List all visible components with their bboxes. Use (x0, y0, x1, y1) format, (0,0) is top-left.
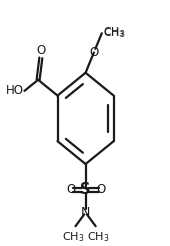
Text: O: O (36, 44, 45, 57)
Text: N: N (81, 205, 90, 218)
Text: S: S (80, 182, 91, 197)
Text: HO: HO (6, 84, 24, 97)
Text: CH$_3$: CH$_3$ (62, 230, 84, 244)
Text: CH$_3$: CH$_3$ (87, 230, 109, 244)
Text: CH$_3$: CH$_3$ (103, 25, 124, 39)
Text: CH$_3$: CH$_3$ (103, 26, 125, 40)
Text: O: O (96, 183, 105, 196)
Text: O: O (66, 183, 75, 196)
Text: O: O (89, 46, 98, 59)
